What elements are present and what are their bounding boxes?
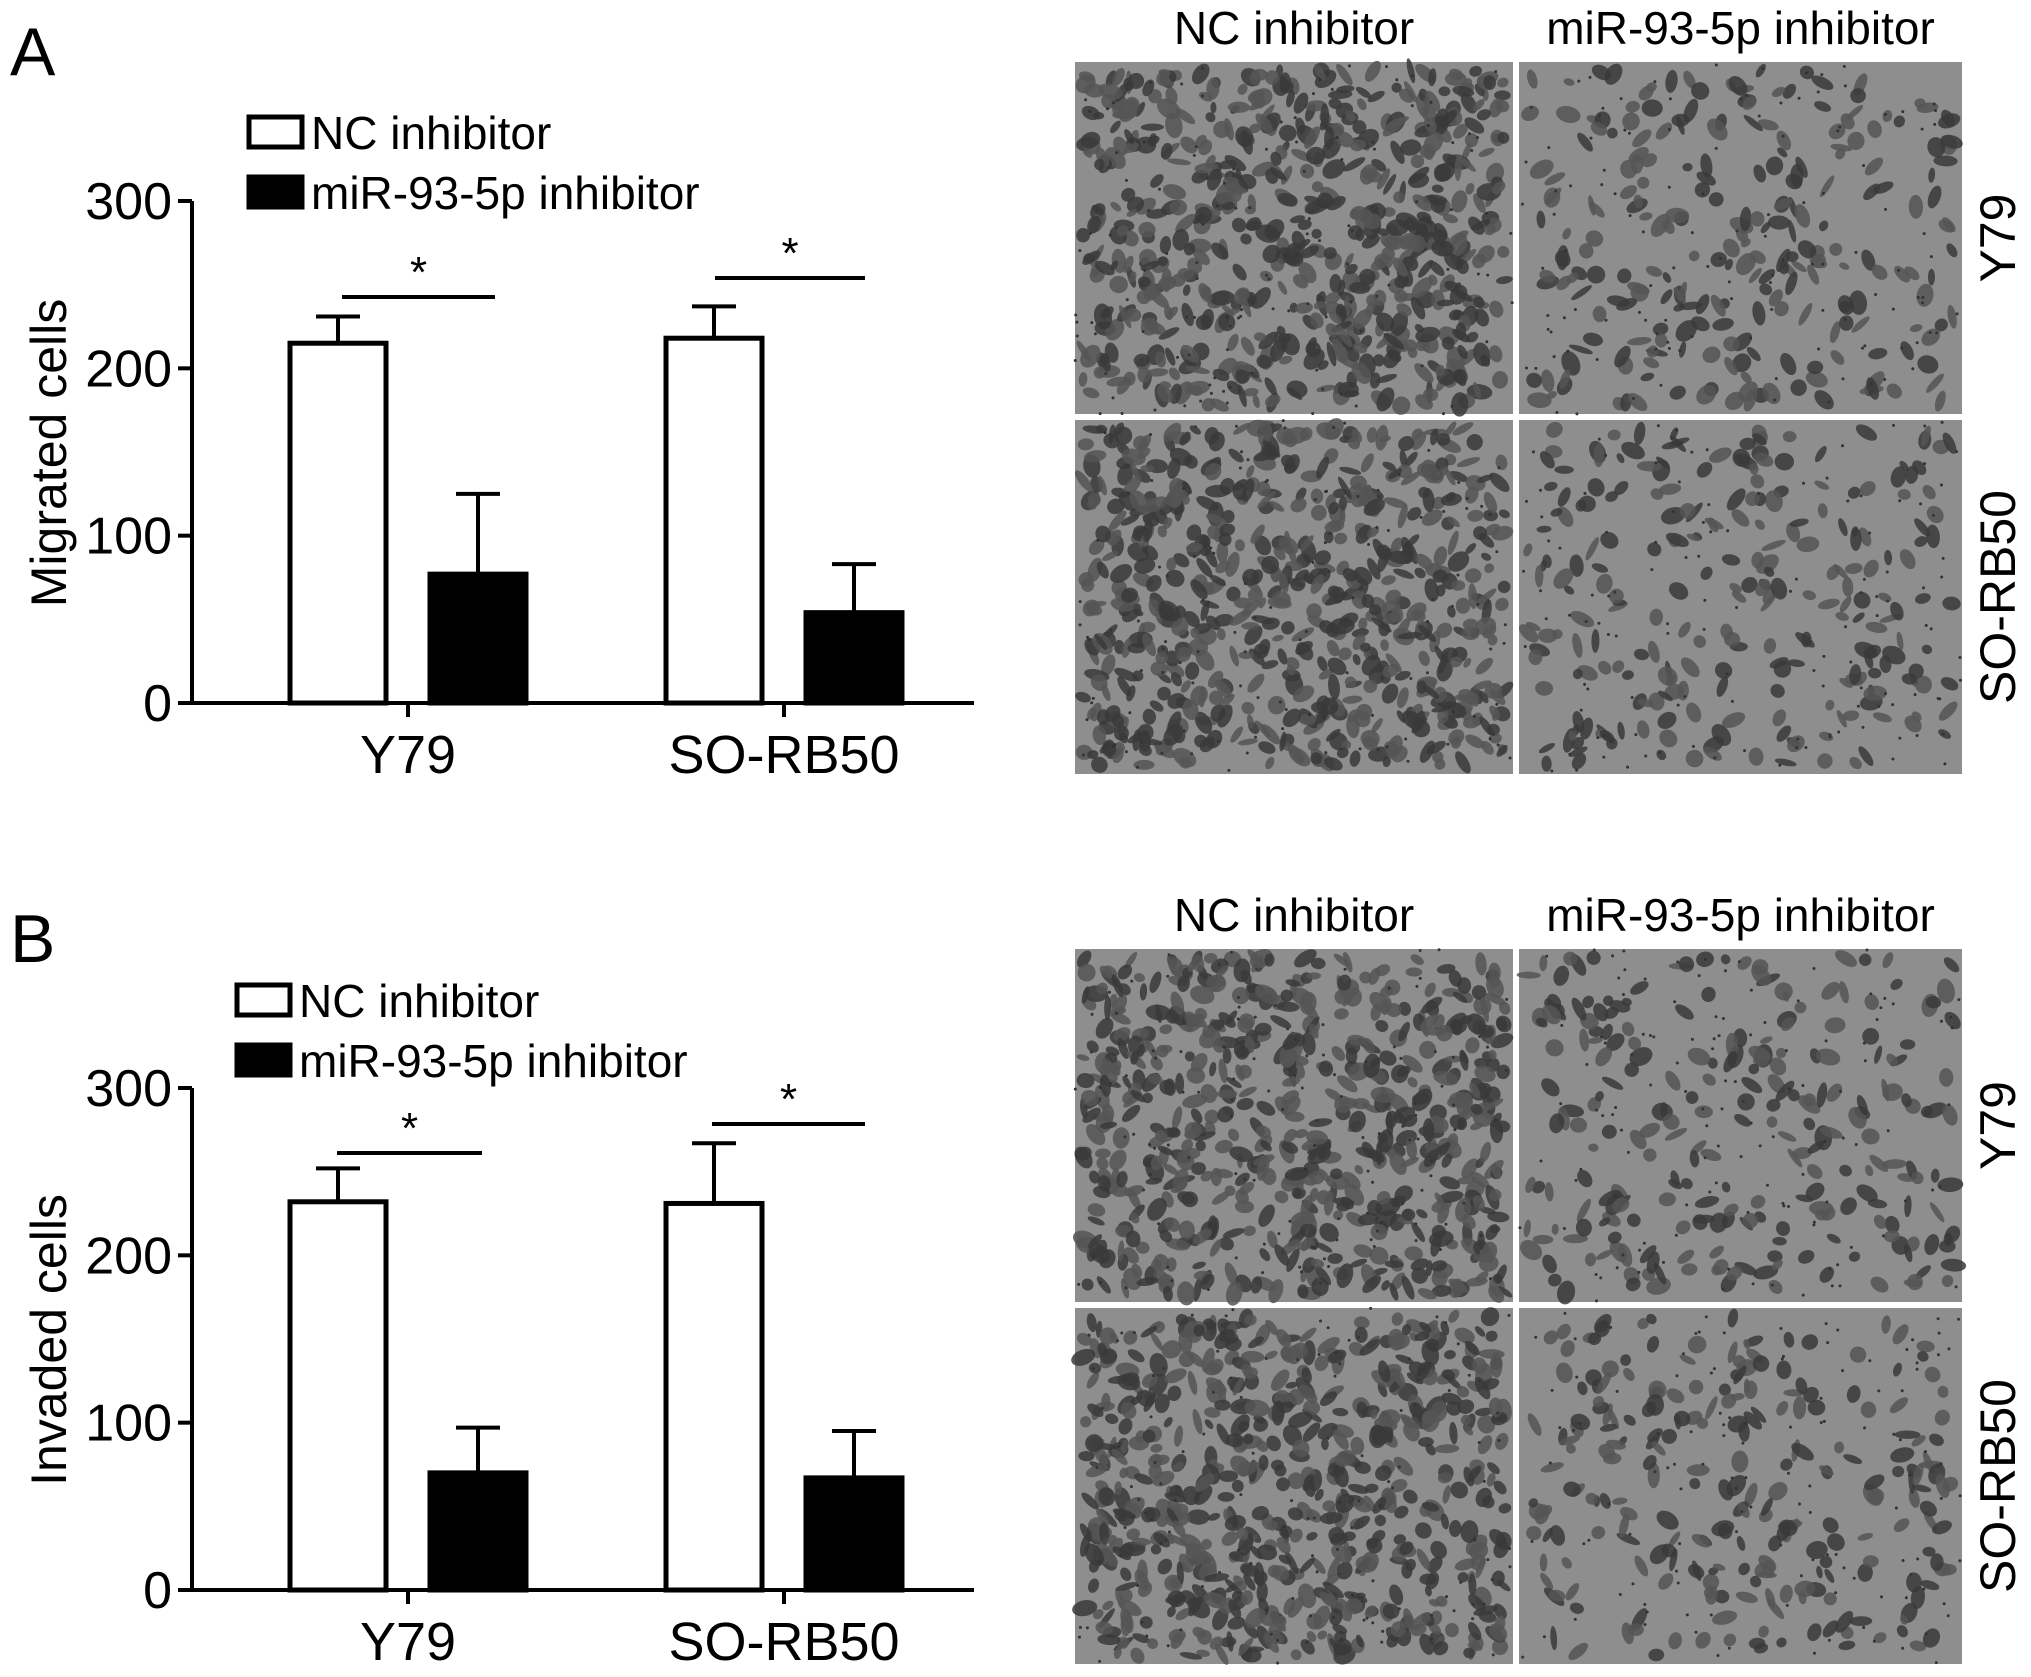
- row-label: Y79: [1970, 1081, 2026, 1170]
- bar-mir-y79: [427, 1470, 529, 1593]
- bar-chart-0: 0 100 200 300 Migrated cells Y79 * SO-RB50 * NC i…: [21, 107, 974, 785]
- bar-nc-so-rb50: [663, 1200, 765, 1593]
- y-tick-label: 0: [143, 675, 172, 733]
- y-tick-label: 300: [85, 1060, 172, 1118]
- bar-chart-1: 0 100 200 300 Invaded cells Y79 * SO-RB50 * NC in…: [21, 975, 974, 1672]
- bar-nc-y79: [287, 340, 389, 706]
- y-tick-label: 0: [143, 1562, 172, 1620]
- significance-star: *: [401, 1104, 418, 1153]
- legend-label: miR-93-5p inhibitor: [299, 1035, 688, 1087]
- micrograph-so-rb50-nc: [1071, 1306, 1513, 1665]
- column-label: NC inhibitor: [1174, 2, 1414, 54]
- micrograph-y79-nc: [1073, 58, 1514, 417]
- micrograph-grid-b: NC inhibitor miR-93-5p inhibitor Y79 SO-RB5…: [1071, 889, 2026, 1665]
- micrograph-so-rb50-mir: [1519, 1308, 1962, 1665]
- bar-nc-so-rb50: [663, 335, 765, 706]
- y-tick-label: 200: [85, 340, 172, 398]
- micrograph-y79-nc: [1072, 948, 1514, 1306]
- y-axis-label: Migrated cells: [21, 299, 77, 607]
- y-tick-label: 200: [85, 1227, 172, 1285]
- y-tick-label: 100: [85, 508, 172, 566]
- column-label: miR-93-5p inhibitor: [1546, 2, 1935, 54]
- micrograph-so-rb50-nc: [1074, 418, 1514, 774]
- row-label: SO-RB50: [1970, 490, 2026, 704]
- legend-label: NC inhibitor: [299, 975, 539, 1027]
- significance-star: *: [781, 229, 798, 278]
- row-label: Y79: [1970, 194, 2026, 283]
- significance-star: *: [780, 1075, 797, 1124]
- micrograph-so-rb50-mir: [1518, 420, 1962, 774]
- legend-label: miR-93-5p inhibitor: [311, 167, 700, 219]
- significance-star: *: [410, 248, 427, 297]
- bar-mir-y79: [427, 571, 529, 706]
- bar-nc-y79: [287, 1199, 389, 1593]
- column-label: NC inhibitor: [1174, 889, 1414, 941]
- legend-swatch: [234, 982, 293, 1018]
- legend-swatch: [246, 114, 305, 150]
- x-tick-label: SO-RB50: [668, 1612, 899, 1672]
- bar-mir-so-rb50: [803, 1475, 905, 1593]
- legend-swatch: [234, 1042, 293, 1078]
- x-tick-label: SO-RB50: [668, 725, 899, 785]
- y-tick-label: 100: [85, 1395, 172, 1453]
- x-tick-label: Y79: [360, 1612, 456, 1672]
- x-tick-label: Y79: [360, 725, 456, 785]
- micrograph-grid-a: NC inhibitor miR-93-5p inhibitor Y79 SO-RB5…: [1073, 2, 2026, 774]
- legend-swatch: [246, 174, 305, 210]
- panel-letter-a: A: [10, 14, 56, 90]
- column-label: miR-93-5p inhibitor: [1546, 889, 1935, 941]
- bar-mir-so-rb50: [803, 610, 905, 706]
- y-tick-label: 300: [85, 173, 172, 231]
- micrograph-y79-mir: [1519, 62, 1963, 416]
- y-axis-label: Invaded cells: [21, 1194, 77, 1486]
- micrograph-y79-mir: [1516, 948, 1967, 1305]
- row-label: SO-RB50: [1970, 1379, 2026, 1593]
- panel-letter-b: B: [10, 901, 55, 977]
- legend-label: NC inhibitor: [311, 107, 551, 159]
